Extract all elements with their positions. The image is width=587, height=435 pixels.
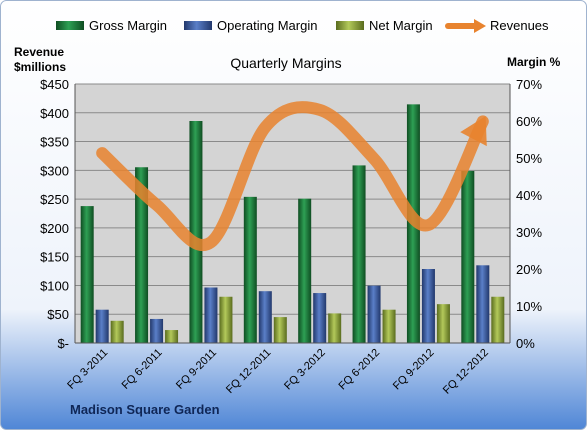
revenue-point-fq-12-2011 <box>263 125 267 129</box>
legend-swatch-revenues-arrow <box>474 19 486 33</box>
y-left-tick-label: $100 <box>40 278 69 293</box>
y-left-tick-label: $- <box>57 336 69 351</box>
y-right-tick-label: 30% <box>516 225 542 240</box>
legend-label-revenues: Revenues <box>490 18 549 33</box>
chart-title: Quarterly Margins <box>230 55 341 71</box>
bar-operating-margin-fq-6-2012 <box>367 285 381 343</box>
bar-gross-margin-fq-9-2011 <box>189 121 203 343</box>
bar-gross-margin-fq-6-2011 <box>135 167 149 343</box>
y-right-tick-label: 40% <box>516 188 542 203</box>
bar-net-margin-fq-6-2011 <box>165 330 179 343</box>
revenue-point-fq-3-2011 <box>100 151 104 155</box>
legend-label-gross-margin: Gross Margin <box>89 18 167 33</box>
bar-operating-margin-fq-9-2012 <box>421 269 435 343</box>
bar-operating-margin-fq-9-2011 <box>204 287 218 343</box>
revenue-line-arrowhead <box>460 116 487 147</box>
bar-operating-margin-fq-3-2011 <box>95 309 109 343</box>
bar-net-margin-fq-9-2012 <box>436 304 450 343</box>
y-left-label-line2: $millions <box>14 60 66 74</box>
bar-net-margin-fq-3-2012 <box>328 313 342 343</box>
bar-net-margin-fq-3-2011 <box>110 320 124 343</box>
revenue-point-fq-9-2011 <box>209 240 213 244</box>
legend-swatch-net-margin <box>336 21 364 30</box>
bar-gross-margin-fq-6-2012 <box>352 165 366 343</box>
y-left-tick-label: $150 <box>40 250 69 265</box>
y-left-tick-label: $300 <box>40 163 69 178</box>
revenue-point-fq-9-2012 <box>426 223 430 227</box>
bar-operating-margin-fq-12-2012 <box>476 265 490 343</box>
y-left-tick-label: $350 <box>40 135 69 150</box>
revenue-point-fq-6-2012 <box>372 157 376 161</box>
legend-label-operating-margin: Operating Margin <box>217 18 317 33</box>
y-left-tick-label: $200 <box>40 221 69 236</box>
legend-swatch-gross-margin <box>56 21 84 30</box>
legend: Gross Margin Operating Margin Net Margin… <box>56 18 549 33</box>
y-left-label-line1: Revenue <box>14 45 64 59</box>
y-right-tick-label: 20% <box>516 262 542 277</box>
y-right-label: Margin % <box>507 55 561 69</box>
revenue-point-fq-6-2011 <box>155 203 159 207</box>
bar-net-margin-fq-12-2012 <box>491 296 505 343</box>
bar-net-margin-fq-6-2012 <box>382 309 396 343</box>
y-right-tick-label: 0% <box>516 336 535 351</box>
bar-gross-margin-fq-3-2011 <box>80 206 94 343</box>
y-left-tick-label: $250 <box>40 192 69 207</box>
bar-operating-margin-fq-6-2011 <box>150 318 164 343</box>
legend-swatch-operating-margin <box>184 21 212 30</box>
y-right-tick-label: 60% <box>516 114 542 129</box>
revenue-point-fq-12-2012 <box>481 119 485 123</box>
bar-net-margin-fq-9-2011 <box>219 296 233 343</box>
y-right-tick-label: 50% <box>516 151 542 166</box>
revenue-line <box>96 101 489 251</box>
y-left-tick-label: $400 <box>40 106 69 121</box>
bar-operating-margin-fq-12-2011 <box>258 291 272 343</box>
y-left-tick-label: $50 <box>47 307 69 322</box>
revenue-point-fq-3-2012 <box>318 108 322 112</box>
legend-label-net-margin: Net Margin <box>369 18 433 33</box>
y-left-tick-label: $450 <box>40 77 69 92</box>
chart-subtitle: Madison Square Garden <box>70 402 220 417</box>
y-right-tick-label: 70% <box>516 77 542 92</box>
bar-gross-margin-fq-12-2012 <box>461 170 475 343</box>
revenue-line-layer <box>96 101 489 251</box>
bar-gross-margin-fq-12-2011 <box>243 196 257 343</box>
y-right-tick-label: 10% <box>516 299 542 314</box>
bar-gross-margin-fq-3-2012 <box>298 198 312 343</box>
bar-operating-margin-fq-3-2012 <box>313 293 327 343</box>
bar-net-margin-fq-12-2011 <box>273 317 287 343</box>
